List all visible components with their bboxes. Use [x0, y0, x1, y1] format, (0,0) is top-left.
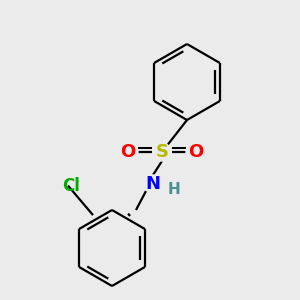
Circle shape — [153, 143, 171, 161]
Text: Cl: Cl — [62, 177, 80, 195]
Text: S: S — [155, 143, 169, 161]
Circle shape — [144, 175, 162, 193]
Text: H: H — [168, 182, 180, 196]
Circle shape — [118, 142, 138, 162]
Text: N: N — [146, 175, 160, 193]
Text: O: O — [188, 143, 204, 161]
Circle shape — [186, 142, 206, 162]
Text: O: O — [120, 143, 136, 161]
